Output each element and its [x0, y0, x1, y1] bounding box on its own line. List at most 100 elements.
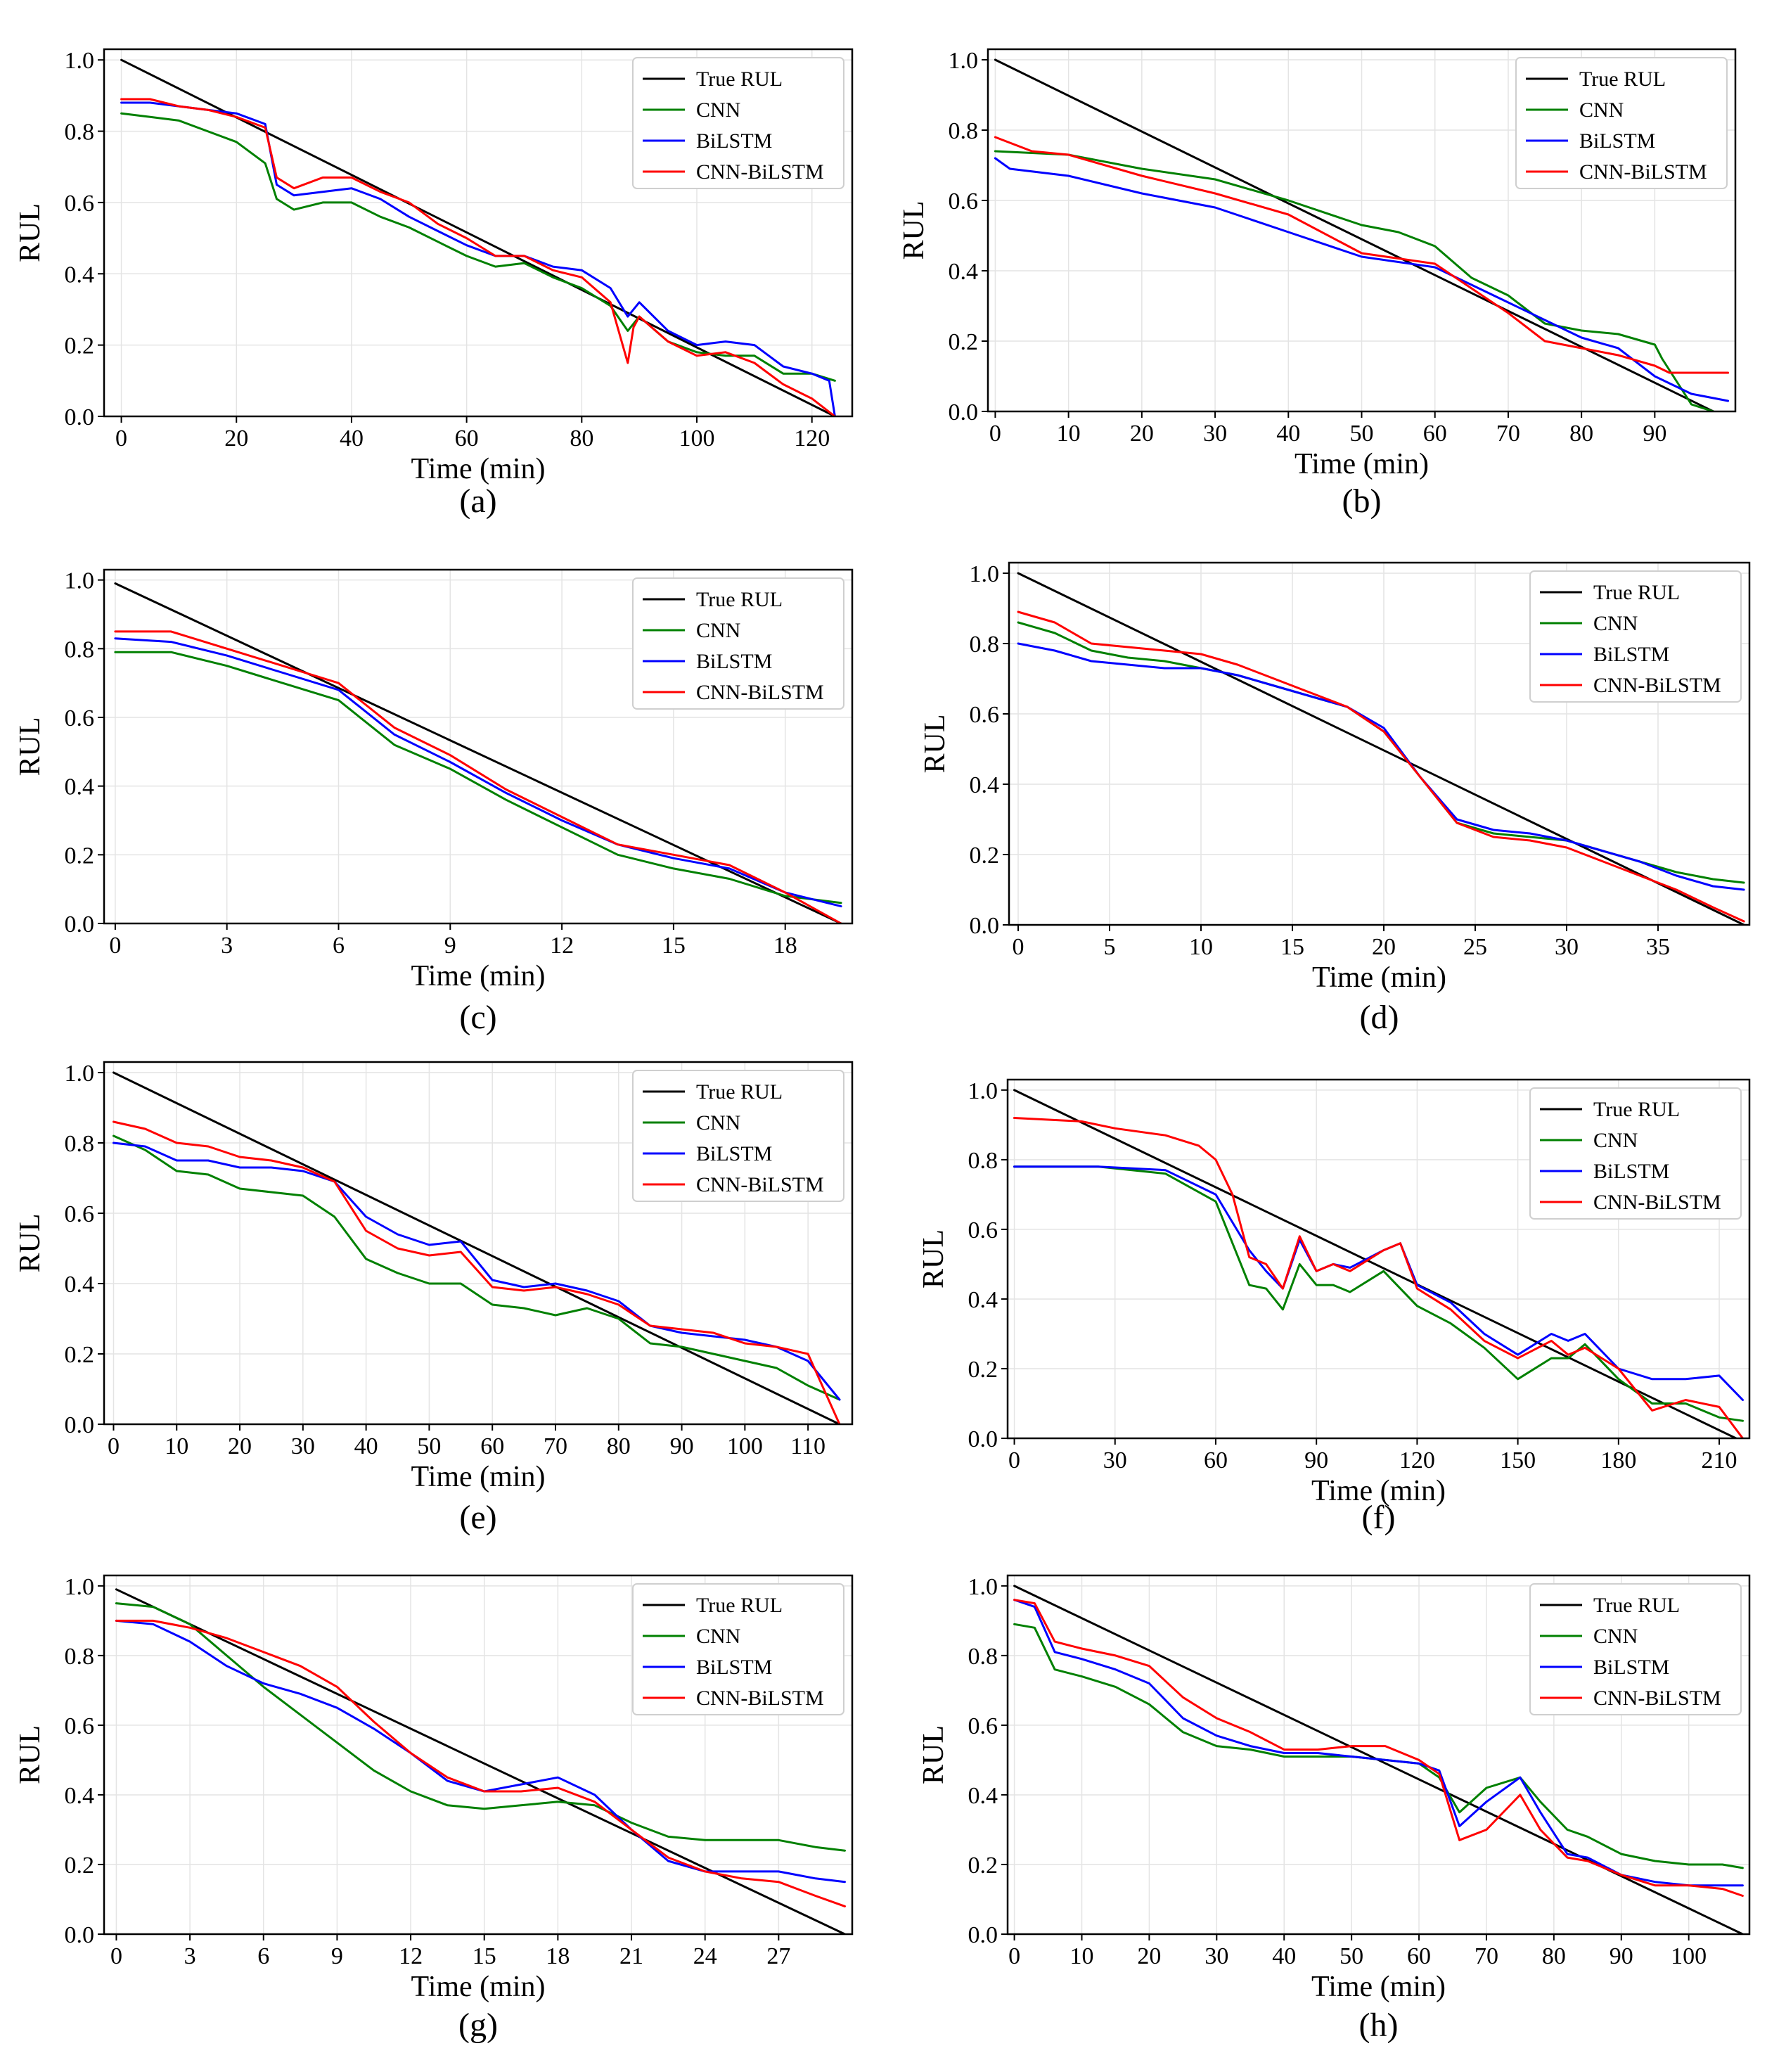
- x-tick-label: 90: [1304, 1447, 1328, 1473]
- x-tick-label: 0: [1008, 1447, 1020, 1473]
- x-tick-label: 70: [1496, 421, 1520, 447]
- legend-entry: CNN-BiLSTM: [696, 681, 824, 704]
- y-tick-label: 0.4: [968, 1287, 998, 1313]
- plot-frame: [1008, 561, 1751, 926]
- legend-entry: CNN: [696, 1111, 740, 1134]
- legend-entry: True RUL: [696, 1080, 783, 1104]
- y-tick-label: 0.0: [949, 399, 979, 426]
- panel-label: (d): [1360, 999, 1399, 1036]
- y-axis-label: RUL: [919, 715, 951, 774]
- legend-entry: CNN: [1593, 612, 1638, 635]
- x-tick-label: 18: [546, 1943, 570, 1969]
- x-tick-label: 10: [1070, 1943, 1094, 1969]
- x-tick-label: 0: [989, 421, 1001, 447]
- series-line-cnn: [113, 1134, 841, 1401]
- legend-box: [1529, 1087, 1742, 1220]
- legend-entry: BiLSTM: [696, 1656, 772, 1679]
- y-tick-label: 0.2: [65, 1342, 95, 1368]
- y-tick-label: 0.8: [65, 1131, 95, 1157]
- series-group: [1013, 1089, 1744, 1438]
- x-axis-label: Time (min): [411, 453, 546, 485]
- x-tick-label: 10: [165, 1433, 188, 1459]
- plot-frame: [103, 1574, 854, 1936]
- series-line-true-rul: [1017, 572, 1745, 925]
- series-line-cnn-bilstm: [115, 1619, 846, 1907]
- legend-box: [1529, 570, 1742, 703]
- series-line-cnn-bilstm: [1013, 1117, 1744, 1438]
- panel-label: (h): [1359, 2007, 1399, 2044]
- x-tick-label: 100: [679, 426, 715, 452]
- x-tick-label: 30: [1204, 1943, 1228, 1969]
- y-tick-label: 1.0: [65, 1574, 95, 1600]
- series-line-bilstm: [1017, 642, 1745, 891]
- x-tick-label: 210: [1702, 1447, 1737, 1473]
- x-tick-label: 60: [1423, 421, 1447, 447]
- x-tick-label: 0: [1008, 1943, 1020, 1969]
- y-tick-label: 1.0: [968, 1574, 998, 1600]
- legend-entry: True RUL: [1593, 581, 1680, 604]
- x-tick-label: 100: [1671, 1943, 1707, 1969]
- y-tick-label: 0.6: [970, 702, 1000, 728]
- legend-entry: BiLSTM: [1593, 1160, 1669, 1183]
- legend-box: [632, 1583, 844, 1715]
- plot-frame: [103, 1061, 854, 1426]
- x-tick-label: 110: [790, 1433, 825, 1459]
- legend-entry: CNN-BiLSTM: [1579, 160, 1707, 184]
- series-line-true-rul: [994, 58, 1715, 411]
- y-tick-label: 0.6: [949, 188, 979, 215]
- y-axis-label: RUL: [918, 1725, 950, 1784]
- panel-label: (g): [458, 2007, 498, 2044]
- x-tick-label: 150: [1500, 1447, 1536, 1473]
- y-tick-label: 0.8: [65, 637, 95, 663]
- legend-entry: True RUL: [696, 68, 783, 91]
- y-axis-label: RUL: [14, 717, 46, 776]
- x-tick-label: 0: [108, 1433, 120, 1459]
- x-tick-label: 80: [570, 426, 593, 452]
- x-tick-label: 24: [693, 1943, 717, 1969]
- y-tick-label: 0.6: [65, 1201, 95, 1227]
- x-tick-label: 9: [331, 1943, 343, 1969]
- y-tick-label: 0.8: [968, 1148, 998, 1174]
- y-tick-label: 0.4: [968, 1783, 998, 1809]
- y-tick-label: 0.4: [65, 1783, 95, 1809]
- x-tick-label: 12: [550, 933, 574, 959]
- y-tick-label: 0.6: [65, 705, 95, 731]
- y-tick-label: 0.8: [65, 1644, 95, 1670]
- series-line-true-rul: [113, 1071, 841, 1424]
- y-tick-label: 0.0: [65, 1412, 95, 1438]
- x-tick-label: 40: [354, 1433, 378, 1459]
- x-tick-label: 50: [417, 1433, 441, 1459]
- legend-entry: True RUL: [1579, 68, 1666, 91]
- x-tick-label: 180: [1600, 1447, 1636, 1473]
- legend-entry: CNN-BiLSTM: [1593, 1191, 1721, 1214]
- plot-frame: [103, 568, 854, 925]
- y-tick-label: 0.0: [968, 1426, 998, 1452]
- x-tick-label: 5: [1104, 934, 1116, 960]
- x-tick-label: 27: [766, 1943, 790, 1969]
- series-group: [1017, 572, 1745, 925]
- y-tick-label: 0.2: [949, 329, 979, 355]
- series-line-bilstm: [114, 637, 842, 908]
- x-tick-label: 20: [1130, 421, 1154, 447]
- x-tick-label: 80: [1569, 421, 1593, 447]
- y-tick-label: 0.0: [968, 1922, 998, 1948]
- legend-entry: CNN-BiLSTM: [696, 160, 824, 184]
- x-tick-label: 90: [670, 1433, 694, 1459]
- legend-entry: True RUL: [1593, 1594, 1680, 1617]
- x-tick-label: 20: [1372, 934, 1396, 960]
- legend-box: [1515, 57, 1728, 189]
- panel-c: 0 3 6 9 12 15 18 0.0 0.2 0.4 0.6 0.8 1.0 Time (min) RU…: [14, 568, 854, 1036]
- y-tick-label: 0.4: [949, 259, 979, 285]
- x-tick-label: 100: [727, 1433, 763, 1459]
- x-tick-label: 80: [607, 1433, 631, 1459]
- y-tick-label: 0.4: [970, 772, 1000, 798]
- panel-g: 0 3 6 9 12 15 18 21 24 27 0.0 0.2 0.4 0.6 0.8 1.0 Time (…: [14, 1574, 854, 2044]
- legend-entry: CNN-BiLSTM: [1593, 674, 1721, 697]
- y-tick-label: 1.0: [65, 1061, 95, 1087]
- series-line-cnn-bilstm: [113, 1120, 841, 1424]
- x-tick-label: 9: [444, 933, 456, 959]
- legend-entry: CNN: [1593, 1625, 1638, 1648]
- series-line-true-rul: [1013, 1089, 1737, 1438]
- x-axis-label: Time (min): [411, 1461, 546, 1493]
- x-tick-label: 0: [1013, 934, 1024, 960]
